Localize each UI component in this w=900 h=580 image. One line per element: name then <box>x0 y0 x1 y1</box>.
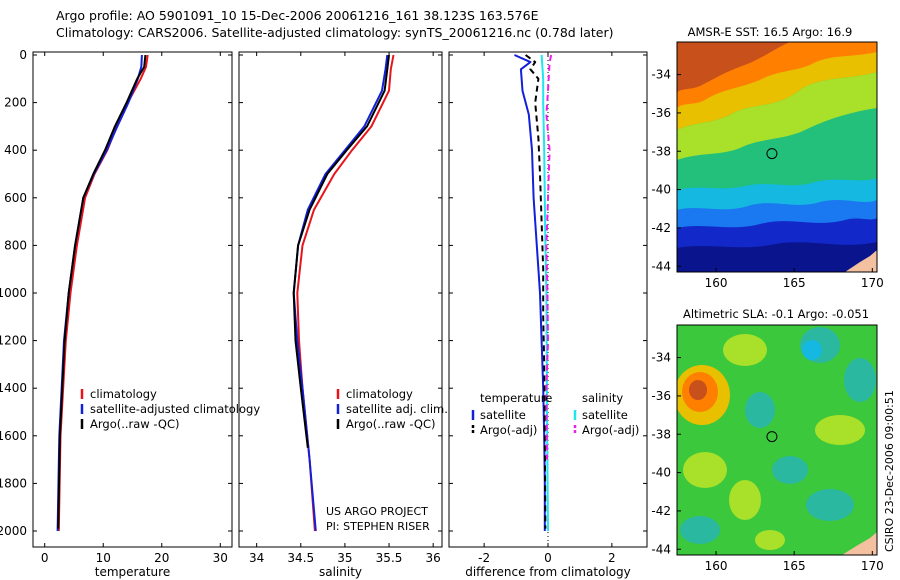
salinity-legend-label: satellite adj. clim. <box>346 402 448 416</box>
sst-argo-location-marker <box>766 148 778 160</box>
salinity-xtick-label: 34.5 <box>287 551 314 565</box>
depth-tick-label: 1200 <box>0 334 27 348</box>
sla-lat-tick-label: -42 <box>651 504 671 518</box>
sla-argo-location-marker <box>766 431 778 443</box>
sst-lat-tick-label: -38 <box>651 144 671 158</box>
salinity-series-0-line <box>296 54 395 532</box>
difference-legend-group-title: salinity <box>582 391 623 405</box>
salinity-xtick-label: 36 <box>426 551 441 565</box>
difference-xtick-label: 0 <box>544 551 552 565</box>
sst-lon-tick-label: 170 <box>861 276 884 290</box>
sla-map-panel: Altimetric SLA: -0.1 Argo: -0.051 -34 -36… <box>651 307 883 573</box>
temperature-axes-frame <box>32 51 233 548</box>
sst-map-frame <box>676 41 878 273</box>
temperature-xtick-label: 30 <box>213 551 228 565</box>
salinity-series-2-line <box>292 54 390 448</box>
temperature-legend-label: climatology <box>90 387 157 401</box>
sst-map-field <box>677 42 877 272</box>
depth-tick-label: 600 <box>4 191 27 205</box>
sla-lon-tick-label: 165 <box>783 559 806 573</box>
difference-series-3-line <box>545 54 553 460</box>
depth-tick-label: 1800 <box>0 476 27 490</box>
depth-tick-label: 2000 <box>0 524 27 538</box>
temperature-legend-label: Argo(..raw -QC) <box>90 417 180 431</box>
difference-legend-label: satellite <box>582 408 628 422</box>
temperature-axis-label: temperature <box>95 565 170 579</box>
depth-tick-label: 1400 <box>0 381 27 395</box>
sst-map-title: AMSR-E SST: 16.5 Argo: 16.9 <box>688 25 853 39</box>
difference-series-2-line <box>540 54 549 532</box>
depth-tick-label: 1600 <box>0 429 27 443</box>
temperature-xtick-label: 20 <box>154 551 169 565</box>
temperature-panel: 0 200 400 600 800 1000 1200 1400 1600 1800 2000 0 10… <box>0 48 260 579</box>
difference-series-0-line <box>514 54 546 531</box>
sla-lon-tick-label: 160 <box>705 559 728 573</box>
sla-lat-tick-label: -36 <box>651 389 671 403</box>
sst-lat-tick-label: -36 <box>651 106 671 120</box>
sst-lon-tick-label: 160 <box>705 276 728 290</box>
temperature-legend-label: satellite-adjusted climatology <box>90 402 260 416</box>
difference-legend-label: Argo(-adj) <box>582 423 639 437</box>
sla-map-title: Altimetric SLA: -0.1 Argo: -0.051 <box>683 307 869 321</box>
sst-lat-tick-label: -40 <box>651 183 671 197</box>
temperature-xtick-label: 10 <box>96 551 111 565</box>
salinity-legend-label: climatology <box>346 387 413 401</box>
sla-map-field <box>677 325 877 555</box>
pi-credit: PI: STEPHEN RISER <box>326 520 430 533</box>
salinity-xtick-label: 35 <box>337 551 352 565</box>
difference-axis-label: difference from climatology <box>465 565 631 579</box>
depth-tick-label: 1000 <box>0 286 27 300</box>
sst-map-panel: AMSR-E SST: 16.5 Argo: 16.9 -34 -36 -38 -40… <box>651 25 883 290</box>
profile-title: Argo profile: AO 5901091_10 15-Dec-2006 … <box>56 8 539 23</box>
csiro-timestamp: CSIRO 23-Dec-2006 09:00:51 <box>883 390 896 552</box>
temperature-series-0-line <box>57 54 149 532</box>
sla-lat-tick-label: -44 <box>651 542 671 556</box>
temperature-xtick-label: 0 <box>41 551 49 565</box>
salinity-legend-label: Argo(..raw -QC) <box>346 417 436 431</box>
difference-xtick-label: 2 <box>608 551 616 565</box>
salinity-panel: 34 34.5 35 35.5 36 salinity climatologysatelli… <box>238 51 448 579</box>
difference-series-1-line <box>525 54 547 529</box>
depth-tick-label: 800 <box>4 238 27 252</box>
sst-lat-tick-label: -42 <box>651 221 671 235</box>
sla-map-frame <box>676 324 878 556</box>
difference-xtick-label: -2 <box>478 551 490 565</box>
salinity-xtick-label: 34 <box>249 551 264 565</box>
salinity-xtick-label: 35.5 <box>376 551 403 565</box>
sst-lat-tick-label: -44 <box>651 259 671 273</box>
sla-lat-tick-label: -38 <box>651 427 671 441</box>
sla-lat-tick-label: -34 <box>651 351 671 365</box>
project-credit: US ARGO PROJECT <box>326 505 428 518</box>
salinity-series-1-line <box>292 54 389 532</box>
sla-lon-tick-label: 170 <box>861 559 884 573</box>
depth-tick-label: 200 <box>4 96 27 110</box>
difference-legend-label: satellite <box>480 408 526 422</box>
depth-tick-label: 0 <box>19 48 27 62</box>
difference-legend-group-title: temperature <box>480 391 552 405</box>
depth-tick-label: 400 <box>4 143 27 157</box>
salinity-axis-label: salinity <box>319 565 362 579</box>
sla-lat-tick-label: -40 <box>651 466 671 480</box>
difference-legend-label: Argo(-adj) <box>480 423 537 437</box>
sst-lon-tick-label: 165 <box>783 276 806 290</box>
climatology-title: Climatology: CARS2006. Satellite-adjuste… <box>56 25 614 40</box>
temperature-series-2-line <box>57 54 147 529</box>
sst-lat-tick-label: -34 <box>651 68 671 82</box>
salinity-axes-frame <box>238 51 443 548</box>
